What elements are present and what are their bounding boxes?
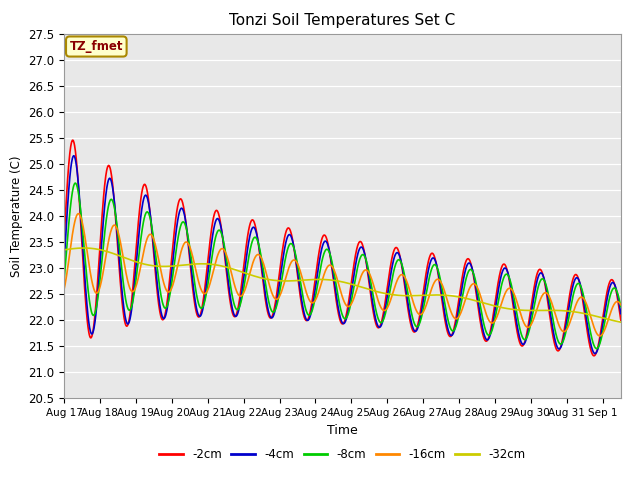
Text: TZ_fmet: TZ_fmet bbox=[70, 40, 123, 53]
Title: Tonzi Soil Temperatures Set C: Tonzi Soil Temperatures Set C bbox=[229, 13, 456, 28]
Y-axis label: Soil Temperature (C): Soil Temperature (C) bbox=[10, 155, 22, 277]
Legend: -2cm, -4cm, -8cm, -16cm, -32cm: -2cm, -4cm, -8cm, -16cm, -32cm bbox=[154, 443, 531, 466]
X-axis label: Time: Time bbox=[327, 424, 358, 437]
